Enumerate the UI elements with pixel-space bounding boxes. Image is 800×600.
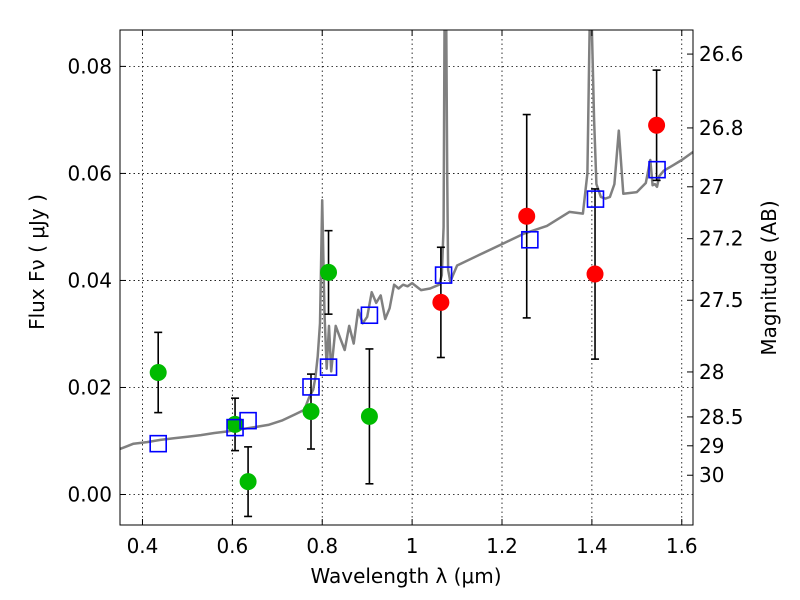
mag-tick-label: 26.8 [699,116,744,140]
y2-axis-label: Magnitude (AB) [757,200,781,355]
mag-tick-label: 26.6 [699,42,744,66]
observed-flux-point [360,407,378,425]
mag-tick-label: 29 [699,434,724,458]
observed-flux-point [432,293,450,311]
model-square-point [302,378,320,396]
x-tick-label: 0.6 [216,534,248,558]
model-square-point [586,190,605,208]
plot-background [120,30,693,525]
model-square-point [360,306,379,325]
y-tick-label: 0.04 [67,268,112,292]
model-square-point [521,230,539,249]
x-tick-label: 1 [406,534,419,558]
y-axis-label: Flux Fν ( μJy ) [25,194,49,330]
model-square-point [149,434,167,453]
observed-flux-point [518,207,536,225]
x-tick-label: 1.2 [486,534,518,558]
observed-flux-point [586,265,604,283]
x-tick-label: 0.4 [127,534,159,558]
model-square-point [434,266,453,284]
mag-tick-label: 27 [699,175,724,199]
x-tick-label: 1.6 [666,534,698,558]
axis-ticks: 0.4 0.6 0.8 1 1.2 1.4 1.6 0.00 0.02 0.04 0.06 0.08 2… [67,30,744,558]
plot-frame [119,29,694,526]
observed-flux-point [320,263,338,281]
observed-flux-point [302,403,320,421]
x-tick-label: 1.4 [576,534,608,558]
model-square-point [319,358,338,376]
x-axis-label: Wavelength λ (μm) [310,564,501,588]
y-tick-label: 0.00 [67,482,112,506]
observed-flux-point [149,363,167,381]
model-square-point [226,418,244,437]
marker-layer [149,69,666,518]
observed-flux-point [239,473,257,491]
mag-tick-label: 27.2 [699,227,744,251]
mag-tick-label: 28.5 [699,405,744,429]
mag-tick-label: 30 [699,463,724,487]
mag-tick-label: 28 [699,360,724,384]
model-square-point [239,411,257,430]
observed-flux-point [648,116,666,134]
spectrum-line [120,30,693,451]
mag-tick-label: 27.5 [699,288,744,312]
y-tick-label: 0.08 [67,54,112,78]
y-tick-label: 0.06 [67,161,112,185]
model-square-point [648,160,666,179]
spectrum-layer [120,30,693,451]
x-tick-label: 0.8 [306,534,338,558]
y-tick-label: 0.02 [67,375,112,399]
